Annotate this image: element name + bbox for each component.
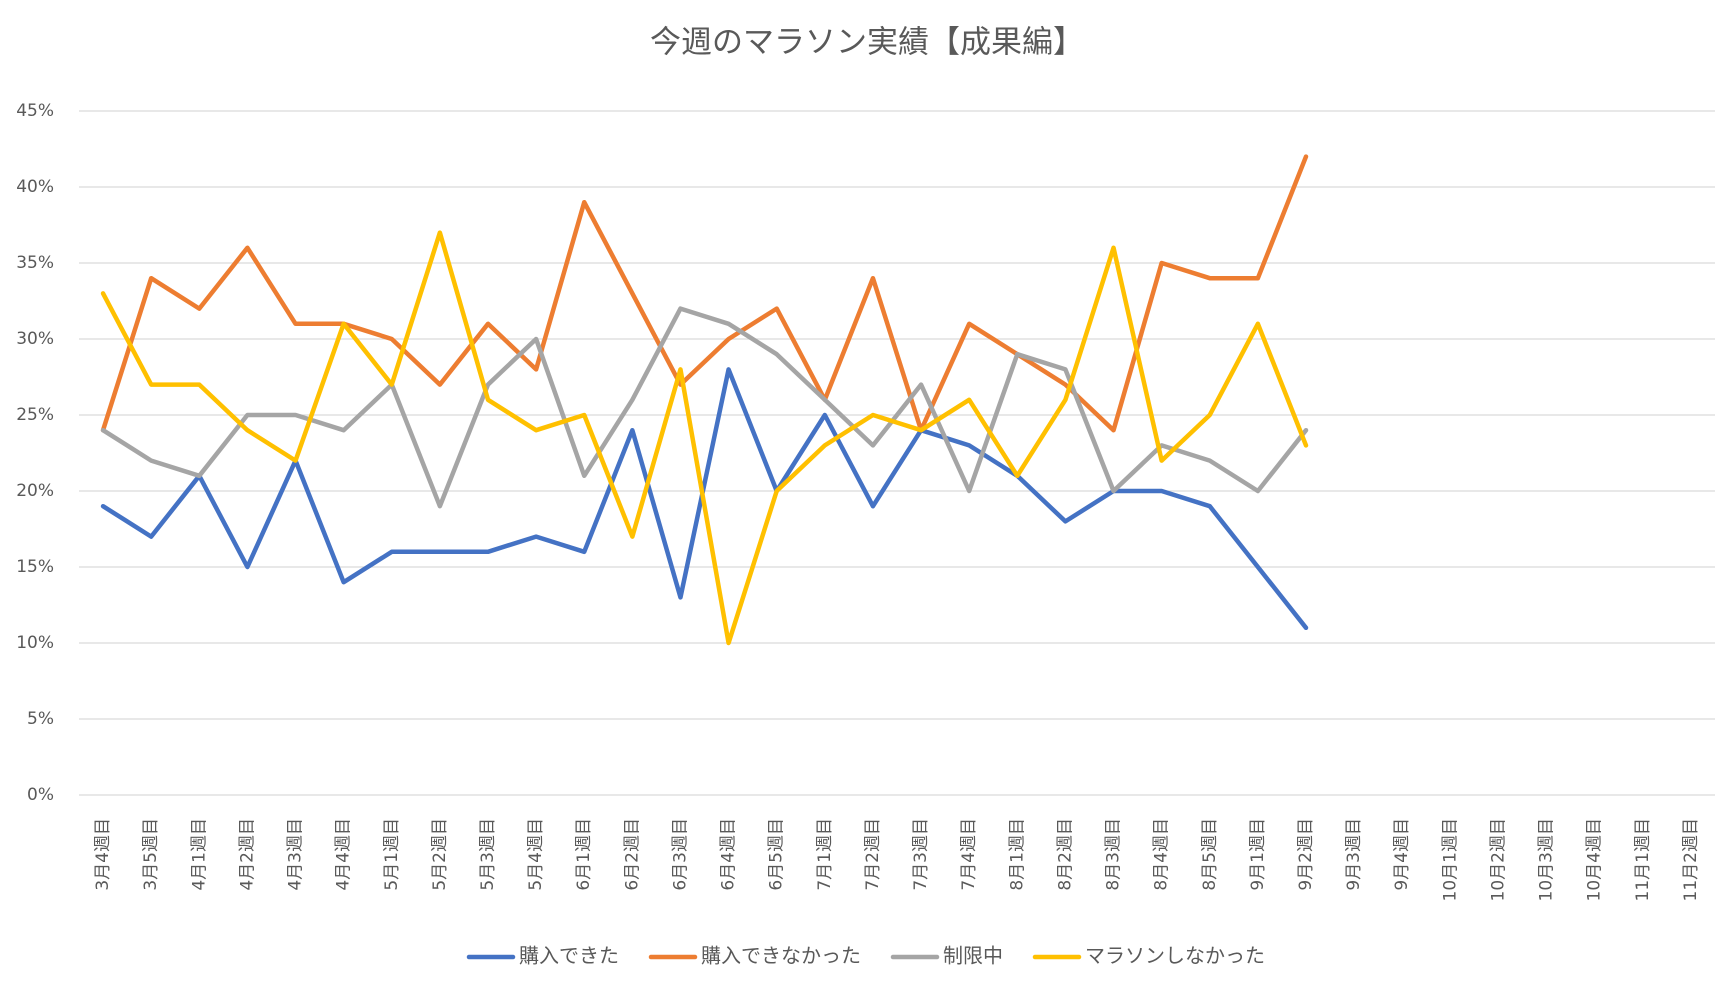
x-tick-label: 4月3週目 [286, 818, 306, 891]
y-tick-label: 25% [16, 405, 54, 425]
x-tick-label: 5月3週目 [478, 818, 498, 891]
x-tick-label: 7月4週目 [959, 818, 979, 891]
legend-label: 購入できなかった [701, 944, 861, 968]
x-tick-label: 6月1週目 [574, 818, 594, 891]
chart-title: 今週のマラソン実績【成果編】 [650, 25, 1084, 61]
series-line [100, 367, 1309, 631]
series-line [100, 230, 1309, 646]
x-tick-label: 6月2週目 [622, 818, 642, 891]
series-line [100, 154, 1309, 433]
x-tick-label: 10月4週目 [1585, 818, 1605, 901]
x-tick-label: 8月2週目 [1055, 818, 1075, 891]
x-tick-label: 5月4週目 [526, 818, 546, 891]
x-tick-label: 10月1週目 [1440, 818, 1460, 901]
x-tick-label: 3月4週目 [93, 818, 113, 891]
legend-label: 購入できた [519, 944, 619, 968]
y-tick-label: 10% [16, 633, 54, 653]
y-tick-label: 40% [16, 177, 54, 197]
y-tick-label: 0% [27, 785, 54, 805]
y-tick-label: 30% [16, 329, 54, 349]
x-tick-label: 11月1週目 [1633, 818, 1653, 901]
x-tick-label: 9月2週目 [1296, 818, 1316, 891]
x-tick-label: 4月2週目 [237, 818, 257, 891]
x-tick-label: 5月2週目 [430, 818, 450, 891]
x-tick-label: 8月5週目 [1200, 818, 1220, 891]
x-tick-label: 6月3週目 [670, 818, 690, 891]
x-tick-label: 6月4週目 [719, 818, 739, 891]
x-tick-label: 5月1週目 [382, 818, 402, 891]
x-tick-label: 10月3週目 [1537, 818, 1557, 901]
y-tick-label: 20% [16, 481, 54, 501]
x-tick-label: 7月1週目 [815, 818, 835, 891]
x-tick-label: 8月4週目 [1152, 818, 1172, 891]
x-tick-label: 4月4週目 [334, 818, 354, 891]
x-tick-label: 9月4週目 [1392, 818, 1412, 891]
x-tick-label: 6月5週目 [767, 818, 787, 891]
legend-label: 制限中 [943, 944, 1003, 968]
x-tick-label: 8月3週目 [1104, 818, 1124, 891]
x-tick-label: 3月5週目 [141, 818, 161, 891]
x-tick-label: 7月2週目 [863, 818, 883, 891]
x-tick-label: 10月2週目 [1488, 818, 1508, 901]
y-tick-label: 5% [27, 709, 54, 729]
y-tick-label: 45% [16, 101, 54, 121]
y-tick-label: 15% [16, 557, 54, 577]
x-tick-label: 9月1週目 [1248, 818, 1268, 891]
series-line [100, 306, 1309, 509]
x-tick-label: 9月3週目 [1344, 818, 1364, 891]
x-tick-label: 7月3週目 [911, 818, 931, 891]
legend-label: マラソンしなかった [1085, 944, 1265, 968]
y-tick-label: 35% [16, 253, 54, 273]
x-tick-label: 4月1週目 [189, 818, 209, 891]
x-tick-label: 11月2週目 [1681, 818, 1701, 901]
x-tick-label: 8月1週目 [1007, 818, 1027, 891]
